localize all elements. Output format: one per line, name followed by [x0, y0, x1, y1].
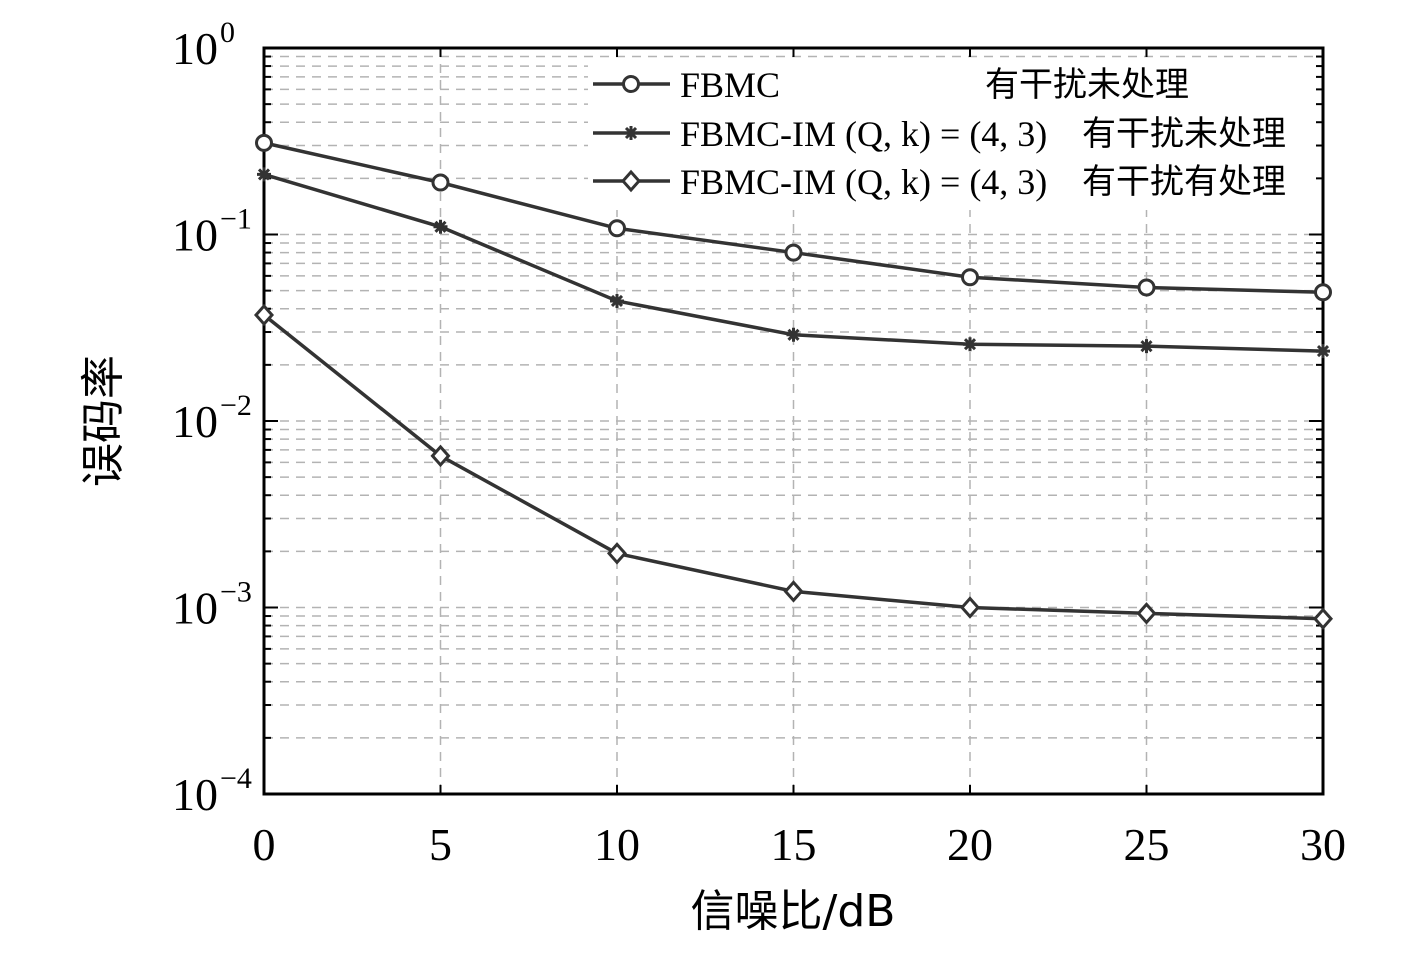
svg-text:10: 10	[172, 769, 218, 820]
legend-label-suffix: 有干扰未处理	[1082, 114, 1286, 154]
legend-box	[588, 58, 1316, 210]
x-tick-label: 25	[1124, 819, 1170, 870]
data-point	[253, 303, 275, 327]
svg-text:10: 10	[172, 23, 218, 74]
data-point	[1316, 344, 1330, 359]
legend-entry: FBMC 有干扰未处理	[593, 65, 1189, 105]
x-tick-label: 10	[594, 819, 640, 870]
data-point	[257, 167, 271, 182]
legend-label: FBMC	[680, 65, 780, 105]
x-tick-label: 0	[253, 819, 276, 870]
svg-text:−3: −3	[220, 576, 252, 609]
svg-text:10: 10	[172, 583, 218, 634]
data-point	[784, 243, 803, 262]
data-point	[606, 542, 628, 565]
series-group	[253, 133, 1334, 631]
legend-label-suffix: 有干扰有处理	[1082, 162, 1286, 202]
data-point	[433, 219, 448, 234]
data-point	[1136, 602, 1157, 625]
data-point	[1314, 283, 1332, 302]
svg-text:10: 10	[172, 396, 218, 447]
x-tick-label: 20	[947, 819, 993, 870]
data-point	[1312, 607, 1334, 631]
data-point	[610, 293, 624, 308]
data-point	[783, 580, 804, 603]
legend-label: FBMC-IM (Q, k) = (4, 3)	[680, 114, 1047, 154]
axis-ticks	[263, 48, 1324, 795]
svg-text:−1: −1	[220, 203, 252, 236]
data-point	[624, 126, 638, 140]
svg-text:10: 10	[172, 210, 218, 261]
data-point	[963, 337, 977, 352]
data-point	[786, 327, 801, 342]
series-star	[257, 167, 1330, 359]
data-point	[430, 444, 451, 468]
y-tick-label: 10 −3	[172, 576, 252, 634]
y-tick-label: 10 −1	[172, 203, 252, 261]
x-tick-labels: 0 5 10 15 20 25 30	[253, 819, 1347, 870]
data-point	[1137, 278, 1156, 297]
svg-text:−4: −4	[220, 762, 252, 795]
legend-label-suffix: 有干扰未处理	[985, 65, 1189, 105]
data-point	[961, 268, 979, 287]
legend-entry: FBMC-IM (Q, k) = (4, 3) 有干扰有处理	[593, 162, 1286, 202]
svg-text:−2: −2	[220, 389, 252, 422]
series-diamond	[253, 303, 1334, 631]
y-tick-label: 10 −4	[172, 762, 252, 820]
data-point	[431, 173, 450, 192]
series-circle	[255, 133, 1332, 302]
data-point	[255, 133, 273, 152]
data-point	[959, 596, 981, 619]
svg-text:0: 0	[220, 16, 235, 49]
legend-entry: FBMC-IM (Q, k) = (4, 3) 有干扰未处理	[593, 114, 1286, 154]
y-tick-label: 10 −2	[172, 389, 252, 447]
x-tick-label: 15	[771, 819, 817, 870]
x-tick-label: 30	[1300, 819, 1346, 870]
data-point	[1139, 339, 1154, 354]
x-axis-title: 信噪比/dB	[691, 886, 896, 937]
data-point	[622, 75, 640, 93]
legend-label: FBMC-IM (Q, k) = (4, 3)	[680, 162, 1047, 202]
x-tick-label: 5	[429, 819, 452, 870]
data-point	[608, 219, 626, 238]
y-tick-label: 10 0	[172, 16, 235, 74]
y-axis-title: 误码率	[78, 355, 129, 487]
data-point	[620, 169, 642, 193]
